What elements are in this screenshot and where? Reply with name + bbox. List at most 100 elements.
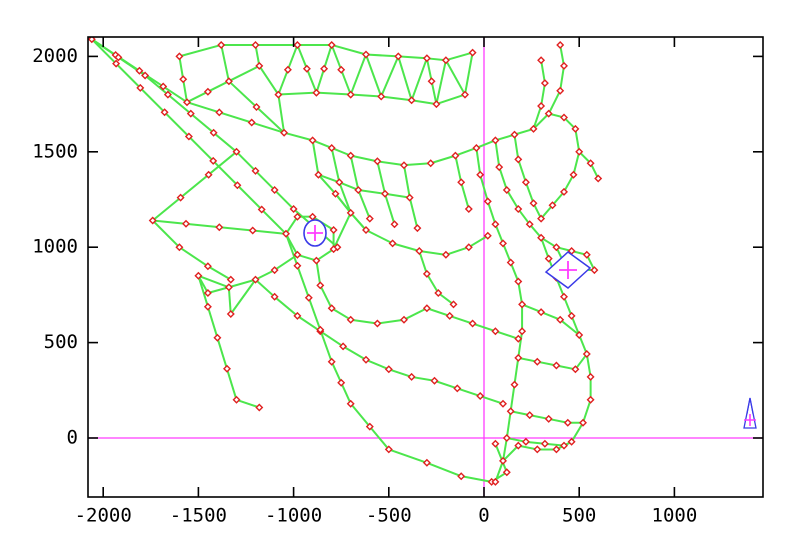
network-node <box>159 82 168 91</box>
network-node <box>540 79 549 88</box>
network-node <box>135 66 144 75</box>
network-node <box>521 437 530 446</box>
network-edge <box>524 181 535 204</box>
network-edge <box>376 161 386 195</box>
network-node <box>215 223 224 232</box>
network-node <box>209 128 218 137</box>
network-node <box>491 439 500 448</box>
network-node <box>560 187 568 196</box>
tower-symbol[interactable] <box>743 397 757 429</box>
network-node <box>506 258 515 267</box>
network-node <box>337 65 346 74</box>
network-node <box>491 477 500 486</box>
network-edge <box>449 314 473 325</box>
network-edge <box>273 296 299 317</box>
network-node <box>491 327 500 336</box>
network-node <box>327 41 336 49</box>
network-node <box>529 124 538 133</box>
network-node <box>388 239 397 248</box>
network-node <box>362 50 370 59</box>
network-edge <box>457 387 481 397</box>
network-edge <box>410 57 428 101</box>
network-node <box>320 64 329 73</box>
substation-diamond[interactable] <box>544 251 592 289</box>
network-edge <box>502 444 519 462</box>
network-edge <box>430 154 456 165</box>
network-edge <box>540 311 561 321</box>
network-edge <box>397 56 413 101</box>
network-node <box>373 157 382 166</box>
network-node <box>224 77 233 86</box>
network-node <box>255 61 264 70</box>
network-edge <box>296 315 321 332</box>
network-node <box>586 159 595 168</box>
network-node <box>432 100 441 109</box>
network-node <box>518 327 527 336</box>
x-axis-tick-labels: -2000 -1500 -1000 -500 0 500 1000 <box>75 505 698 527</box>
network-node <box>556 315 565 324</box>
network-node <box>579 418 587 427</box>
network-node <box>560 441 568 450</box>
network-node <box>327 144 336 152</box>
network-node <box>521 178 530 187</box>
network-edge <box>186 101 285 134</box>
network-node <box>430 376 439 385</box>
network-edge <box>498 166 508 191</box>
network-node <box>293 261 302 270</box>
network-node <box>390 220 399 229</box>
network-edge <box>381 95 412 102</box>
network-edge <box>435 60 447 105</box>
network-edge <box>178 246 209 268</box>
network-node <box>586 395 595 404</box>
network-node <box>112 59 121 68</box>
network-node <box>232 395 241 404</box>
network-edge <box>513 357 520 385</box>
network-node <box>304 293 313 302</box>
network-node <box>457 472 466 481</box>
network-edge <box>479 174 489 202</box>
network-edge <box>495 330 519 340</box>
network-edge <box>563 174 575 193</box>
network-edge <box>532 112 550 130</box>
network-edge <box>392 242 420 252</box>
substation-ellipse[interactable] <box>303 219 327 247</box>
network-edge <box>331 307 352 321</box>
network-node <box>179 75 188 84</box>
network-node <box>346 151 355 160</box>
network-node <box>209 156 218 165</box>
facility-center-plus-icon <box>307 225 323 241</box>
x-tick-label: 0 <box>478 505 489 527</box>
network-edge <box>585 353 592 378</box>
network-edge <box>350 154 378 163</box>
network-edge <box>505 189 520 210</box>
network-edge <box>235 151 295 210</box>
network-node <box>544 254 553 263</box>
network-edge <box>350 318 378 325</box>
network-node <box>335 178 344 187</box>
network-edge <box>338 181 352 214</box>
network-edge <box>254 44 261 67</box>
network-node <box>552 361 561 370</box>
network-node <box>232 147 241 156</box>
network-node <box>451 151 460 160</box>
network-node <box>114 53 123 62</box>
network-edge <box>377 160 405 167</box>
network-edge <box>220 44 230 82</box>
network-edge <box>434 379 458 390</box>
network-node <box>274 90 283 99</box>
network-node <box>293 250 302 259</box>
network-edge <box>258 65 280 96</box>
network-node <box>384 445 393 454</box>
network-node <box>365 214 374 223</box>
network-edge <box>559 318 580 336</box>
network-edge <box>468 234 489 249</box>
network-node <box>422 458 431 467</box>
network-edge <box>388 448 428 464</box>
network-node <box>502 468 511 477</box>
network-edge <box>411 99 437 106</box>
network-node <box>464 205 473 213</box>
network-node <box>464 243 473 252</box>
network-node <box>514 205 523 213</box>
